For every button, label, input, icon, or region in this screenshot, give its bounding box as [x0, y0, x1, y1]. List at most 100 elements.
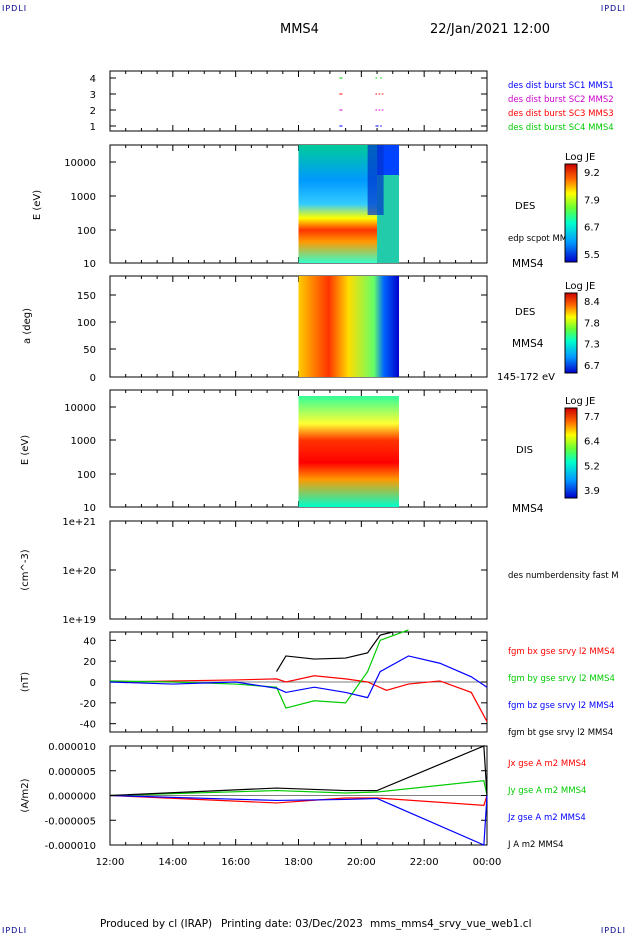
des-energy-colorbar-tick: 5.5: [584, 250, 600, 261]
des-energy-ylabel: E (eV): [32, 190, 43, 220]
current-panel-series-Jy: [109, 779, 488, 797]
b-field-panel-ytick-label: 0: [90, 678, 96, 689]
des-pitch-energy-band: 145-172 eV: [497, 372, 555, 383]
des-pitch-sc-label: MMS4: [512, 338, 544, 350]
current-panel-ytick-label: -0.000005: [45, 816, 96, 827]
current-panel-legend-entry: Jz gse A m2 MMS4: [507, 813, 586, 823]
des-pitch-panel-ytick-label: 50: [83, 345, 96, 356]
current-panel-ytick-label: 0.000000: [48, 792, 96, 803]
current-panel-ytick-label: -0.000010: [45, 841, 96, 852]
dis-energy-sc-label: MMS4: [512, 503, 544, 515]
density-panel-ytick-label: 1e+21: [62, 517, 96, 528]
b-field-panel-ytick-label: -40: [80, 720, 96, 731]
burst-legend-entry: des dist burst SC2 MMS2: [508, 95, 614, 105]
des-pitch-colorbar-title: Log JE: [565, 281, 595, 292]
b-field-panel-legend-entry: fgm by gse srvy l2 MMS4: [508, 674, 615, 684]
density-legend-entry: des numberdensity fast M: [508, 571, 619, 581]
des-pitch-colorbar: [564, 292, 578, 374]
datetime-title: 22/Jan/2021 12:00: [430, 22, 551, 37]
dis-energy-panel-ytick-label: 10000: [64, 403, 96, 414]
dis-energy-colorbar-tick: 6.4: [584, 437, 600, 448]
current-panel-legend-entry: Jy gse A m2 MMS4: [507, 786, 586, 796]
current-panel-legend-entry: J A m2 MMS4: [507, 840, 564, 850]
des-energy-colorbar-tick: 9.2: [584, 168, 600, 179]
density-panel-ytick-label: 1e+19: [62, 615, 96, 626]
des-energy-colorbar: [564, 163, 578, 263]
current-panel-series-Jz: [109, 794, 488, 846]
time-axis-label: 22:00: [410, 857, 439, 868]
current-panel-legend-entry: Jx gse A m2 MMS4: [507, 759, 586, 769]
spacecraft-title: MMS4: [280, 22, 319, 37]
b-field-panel-series-bz: [109, 655, 488, 699]
current-panel-ytick-label: 0.000005: [48, 767, 96, 778]
burst-panel-frame: [109, 70, 488, 132]
des-pitch-panel-ytick-label: 0: [90, 373, 96, 384]
density-panel-ytick-label: 1e+20: [62, 566, 96, 577]
des-pitch-ylabel: a (deg): [22, 308, 33, 344]
des-pitch-panel-ytick-label: 150: [77, 291, 96, 302]
current-panel-ylabel: (A/m2): [20, 778, 31, 812]
density-panel-frame: [109, 520, 488, 620]
corner-label-bottom-right: IPDLI: [600, 926, 626, 935]
dis-energy-heatmap: [298, 396, 400, 507]
b-field-panel-series-bt: [275, 631, 393, 672]
time-axis-label: 14:00: [158, 857, 187, 868]
b-field-panel-ytick-label: 40: [83, 636, 96, 647]
footer-produced-by: Produced by cl (IRAP): [100, 918, 213, 930]
des-pitch-panel-ytick-label: 100: [77, 318, 96, 329]
des-energy-panel-ytick-label: 10: [83, 259, 96, 270]
b-field-panel-legend-entry: fgm bt gse srvy l2 MMS4: [508, 728, 613, 738]
des-pitch-colorbar-tick: 8.4: [584, 297, 600, 308]
density-ylabel: (cm^-3): [20, 549, 31, 590]
b-field-panel-ytick-label: 20: [83, 657, 96, 668]
time-axis-label: 18:00: [284, 857, 313, 868]
dis-energy-colorbar-tick: 3.9: [584, 486, 600, 497]
des-energy-sublabel: edp scpot MMS4: [508, 234, 578, 244]
des-energy-colorbar-title: Log JE: [565, 152, 595, 163]
burst-panel-ytick-label: 3: [90, 90, 96, 101]
b-field-panel-ytick-label: -20: [80, 699, 96, 710]
b-field-panel-legend-entry: fgm bx gse srvy l2 MMS4: [508, 647, 615, 657]
time-axis-label: 20:00: [347, 857, 376, 868]
b-field-panel-series-bx: [109, 675, 488, 722]
current-panel-series-Jx: [109, 794, 488, 807]
des-energy-panel-ytick-label: 100: [77, 226, 96, 237]
des-pitch-heatmap: [298, 276, 400, 377]
dis-energy-panel-ytick-label: 100: [77, 470, 96, 481]
corner-label-top-left: IPDLI: [2, 4, 28, 13]
dis-energy-panel-ytick-label: 10: [83, 503, 96, 514]
dis-energy-colorbar-tick: 7.7: [584, 412, 600, 423]
dis-energy-ylabel: E (eV): [20, 435, 31, 465]
des-energy-panel-ytick-label: 10000: [64, 158, 96, 169]
current-panel-series-J: [109, 745, 488, 797]
des-energy-colorbar-tick: 7.9: [584, 195, 600, 206]
burst-panel-ytick-label: 4: [90, 74, 96, 85]
burst-legend-entry: des dist burst SC4 MMS4: [508, 123, 614, 133]
des-pitch-label: DES: [515, 307, 535, 318]
footer-printing-date: Printing date: 03/Dec/2023: [221, 918, 363, 930]
dis-energy-colorbar-title: Log JE: [565, 396, 595, 407]
time-axis-label: 12:00: [96, 857, 125, 868]
des-energy-panel-ytick-label: 1000: [71, 192, 96, 203]
des-energy-label: DES: [515, 201, 535, 212]
b-field-panel-ylabel: (nT): [20, 672, 31, 692]
des-energy-heatmap: [298, 145, 378, 263]
des-pitch-colorbar-tick: 7.3: [584, 340, 600, 351]
burst-panel-ytick-label: 2: [90, 106, 96, 117]
dis-energy-label: DIS: [516, 445, 533, 456]
dis-energy-colorbar-tick: 5.2: [584, 461, 600, 472]
time-axis-label: 16:00: [221, 857, 250, 868]
des-energy-sc-label: MMS4: [512, 258, 544, 270]
current-panel-ytick-label: 0.000010: [48, 742, 96, 753]
des-pitch-colorbar-tick: 7.8: [584, 318, 600, 329]
burst-legend-entry: des dist burst SC3 MMS3: [508, 109, 614, 119]
burst-panel-ytick-label: 1: [90, 122, 96, 133]
corner-label-top-right: IPDLI: [600, 4, 626, 13]
des-energy-heatmap-dark: [367, 145, 384, 215]
footer-filename: mms_mms4_srvy_vue_web1.cl: [370, 918, 532, 930]
dis-energy-panel-ytick-label: 1000: [71, 436, 96, 447]
b-field-panel-legend-entry: fgm bz gse srvy l2 MMS4: [508, 701, 614, 711]
dis-energy-colorbar: [564, 407, 578, 499]
corner-label-bottom-left: IPDLI: [2, 926, 28, 935]
